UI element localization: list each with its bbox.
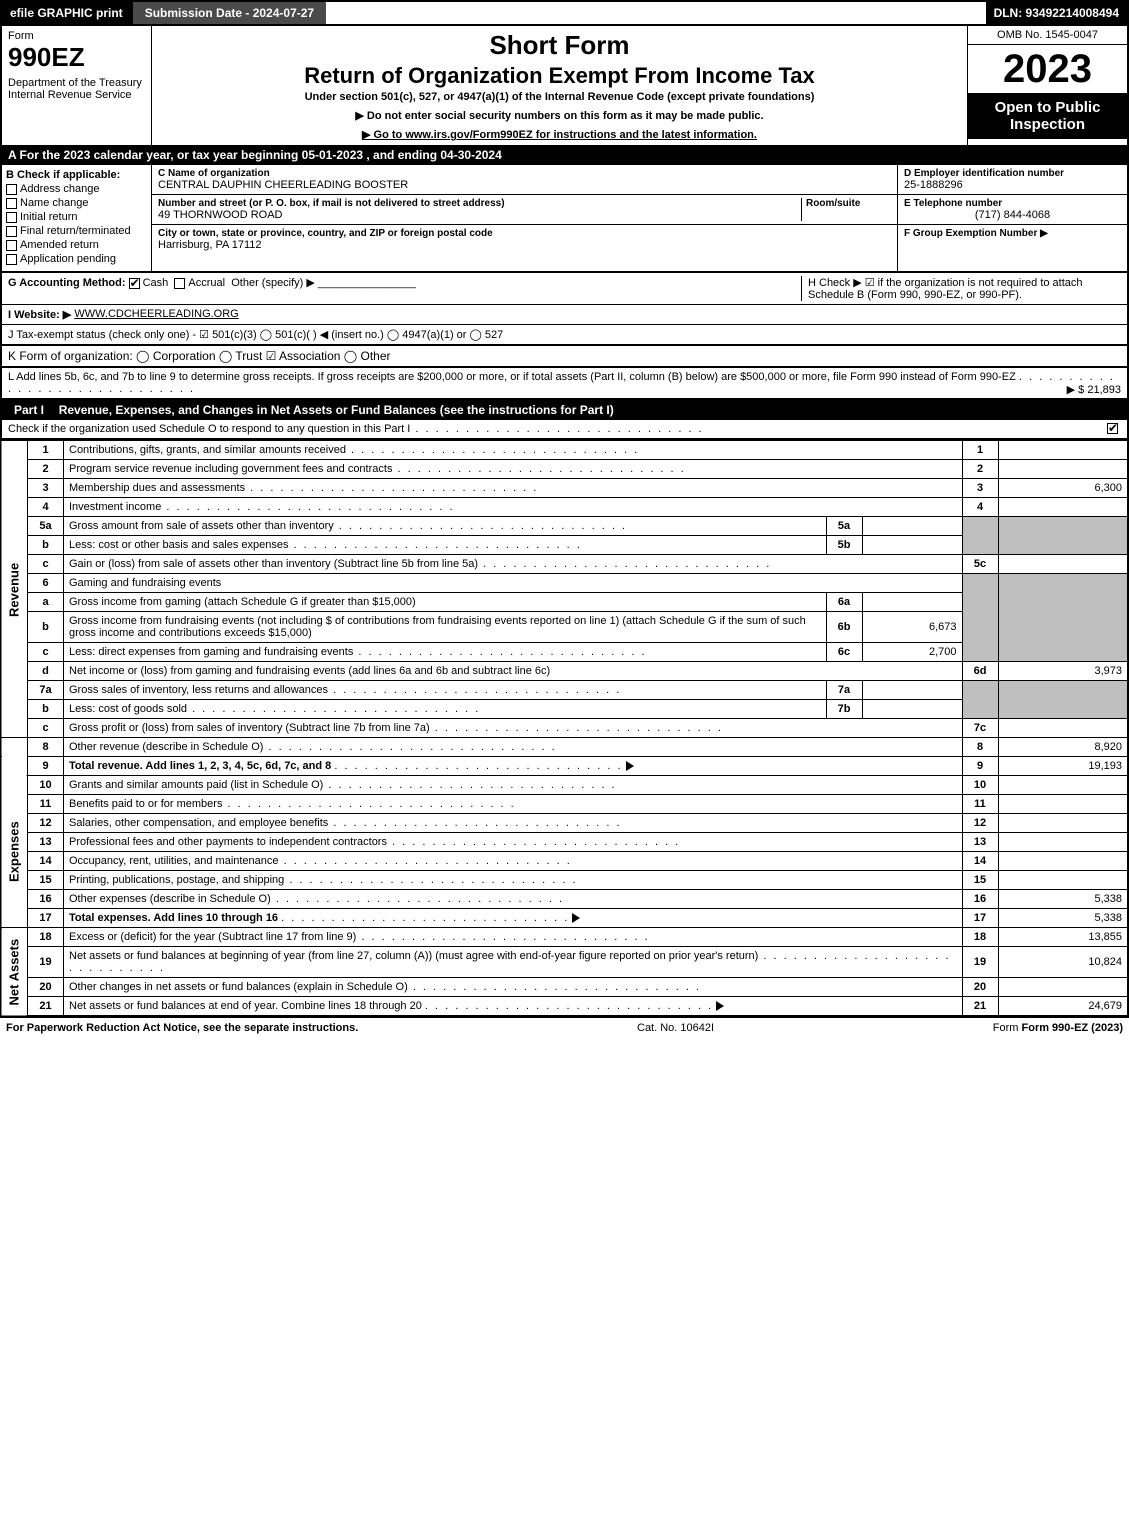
header-subtitle: Under section 501(c), 527, or 4947(a)(1)… [160,91,959,103]
form-label: Form [8,30,145,42]
arrow-icon [572,913,580,923]
cb-final-return[interactable]: Final return/terminated [6,225,147,237]
meta-section: G Accounting Method: Cash Accrual Other … [0,273,1129,346]
city: Harrisburg, PA 17112 [158,239,891,251]
submission-date: Submission Date - 2024-07-27 [131,2,326,24]
part1-table: Revenue 1Contributions, gifts, grants, a… [0,440,1129,1017]
part1-head: Part I Revenue, Expenses, and Changes in… [0,400,1129,420]
website-link[interactable]: WWW.CDCHEERLEADING.ORG [74,308,238,321]
section-h: H Check ▶ ☑ if the organization is not r… [801,276,1121,301]
org-name-label: C Name of organization [158,168,891,179]
open-inspection: Open to Public Inspection [968,93,1127,139]
cb-cash[interactable] [129,278,140,289]
info-grid: B Check if applicable: Address change Na… [0,165,1129,273]
tel: (717) 844-4068 [904,209,1121,221]
footer-right: Form Form 990-EZ (2023) [993,1022,1123,1034]
page-footer: For Paperwork Reduction Act Notice, see … [0,1017,1129,1038]
street-label: Number and street (or P. O. box, if mail… [158,198,801,209]
row-k: K Form of organization: ◯ Corporation ◯ … [0,346,1129,368]
short-form-title: Short Form [160,30,959,61]
ein-label: D Employer identification number [904,168,1121,179]
row-g-h: G Accounting Method: Cash Accrual Other … [2,273,1127,305]
website-label: I Website: ▶ [8,308,71,321]
section-l-amount: ▶ $ 21,893 [1067,383,1121,396]
city-label: City or town, state or province, country… [158,228,891,239]
header-left: Form 990EZ Department of the Treasury In… [2,26,152,145]
cb-pending[interactable]: Application pending [6,253,147,265]
instr-link: ▶ Go to www.irs.gov/Form990EZ for instru… [160,128,959,141]
part1-title: Revenue, Expenses, and Changes in Net As… [59,403,614,417]
form-header: Form 990EZ Department of the Treasury In… [0,26,1129,145]
section-l-text: L Add lines 5b, 6c, and 7b to line 9 to … [8,371,1016,383]
room-label: Room/suite [806,198,891,209]
org-name: CENTRAL DAUPHIN CHEERLEADING BOOSTER [158,179,891,191]
dln-label: DLN: 93492214008494 [986,2,1127,24]
form-number: 990EZ [8,42,145,73]
tel-label: E Telephone number [904,198,1121,209]
part1-check-text: Check if the organization used Schedule … [8,423,704,435]
section-a: A For the 2023 calendar year, or tax yea… [0,145,1129,165]
instr-link-text[interactable]: ▶ Go to www.irs.gov/Form990EZ for instru… [362,129,757,141]
col-c: C Name of organization CENTRAL DAUPHIN C… [152,165,897,271]
cb-address-change[interactable]: Address change [6,183,147,195]
header-center: Short Form Return of Organization Exempt… [152,26,967,145]
row-i: I Website: ▶ WWW.CDCHEERLEADING.ORG [2,305,1127,325]
top-bar: efile GRAPHIC print Submission Date - 20… [0,0,1129,26]
cb-amended[interactable]: Amended return [6,239,147,251]
footer-left: For Paperwork Reduction Act Notice, see … [6,1022,358,1034]
arrow-icon [626,761,634,771]
org-name-row: C Name of organization CENTRAL DAUPHIN C… [152,165,897,195]
ein-row: D Employer identification number 25-1888… [898,165,1127,195]
group-row: F Group Exemption Number ▶ [898,225,1127,242]
instr-ssn: ▶ Do not enter social security numbers o… [160,109,959,122]
footer-mid: Cat. No. 10642I [637,1022,714,1034]
street-row: Number and street (or P. O. box, if mail… [152,195,897,225]
col-d: D Employer identification number 25-1888… [897,165,1127,271]
cb-name-change[interactable]: Name change [6,197,147,209]
col-b: B Check if applicable: Address change Na… [2,165,152,271]
part1-check: Check if the organization used Schedule … [0,420,1129,440]
part1-label: Part I [6,403,52,417]
row-j: J Tax-exempt status (check only one) - ☑… [2,325,1127,344]
section-l: L Add lines 5b, 6c, and 7b to line 9 to … [0,368,1129,400]
arrow-icon [716,1001,724,1011]
efile-label[interactable]: efile GRAPHIC print [2,2,131,24]
cb-initial-return[interactable]: Initial return [6,211,147,223]
vlabel-expenses: Expenses [1,776,28,928]
omb-number: OMB No. 1545-0047 [968,26,1127,45]
tel-row: E Telephone number (717) 844-4068 [898,195,1127,225]
vlabel-netassets: Net Assets [1,928,28,1017]
b-head: B Check if applicable: [6,169,147,181]
topbar-spacer [326,2,985,24]
ein: 25-1888296 [904,179,1121,191]
group-label: F Group Exemption Number ▶ [904,228,1121,239]
vlabel-revenue: Revenue [1,441,28,738]
city-row: City or town, state or province, country… [152,225,897,254]
header-right: OMB No. 1545-0047 2023 Open to Public In… [967,26,1127,145]
return-title: Return of Organization Exempt From Incom… [160,63,959,89]
accounting-method: G Accounting Method: Cash Accrual Other … [8,276,801,301]
cb-accrual[interactable] [174,278,185,289]
cb-schedule-o[interactable] [1107,423,1118,434]
street: 49 THORNWOOD ROAD [158,209,801,221]
dept-label: Department of the Treasury Internal Reve… [8,77,145,101]
tax-year: 2023 [968,45,1127,93]
